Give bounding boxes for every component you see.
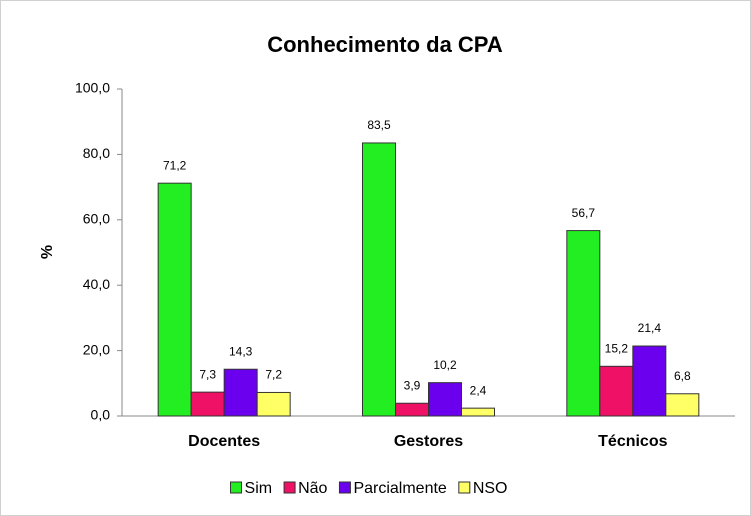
- value-label: 7,2: [265, 368, 282, 382]
- value-label: 3,9: [404, 378, 421, 392]
- value-label: 14,3: [229, 344, 253, 358]
- bar: [428, 382, 462, 417]
- legend-swatch: [230, 481, 243, 494]
- value-label: 6,8: [674, 369, 691, 383]
- bar: [599, 365, 634, 417]
- value-label: 56,7: [572, 206, 596, 220]
- bar: [665, 393, 700, 417]
- legend-label: Sim: [245, 480, 273, 497]
- bar: [632, 345, 667, 417]
- bar: [461, 407, 495, 417]
- x-tick-label: Gestores: [394, 433, 463, 450]
- bar: [157, 182, 192, 417]
- legend-swatch: [283, 481, 296, 494]
- y-tick-label: 0,0: [91, 407, 111, 423]
- chart-title: Conhecimento da CPA: [267, 32, 503, 57]
- bar: [190, 391, 225, 417]
- legend-label: Não: [298, 480, 327, 497]
- y-tick-label: 40,0: [83, 276, 110, 292]
- value-label: 10,2: [433, 358, 457, 372]
- legend-label: Parcialmente: [353, 480, 446, 497]
- value-label: 15,2: [605, 341, 629, 355]
- y-tick-label: 60,0: [83, 211, 110, 227]
- x-tick-label: Docentes: [188, 433, 260, 450]
- bar: [566, 230, 601, 417]
- value-label: 2,4: [470, 383, 487, 397]
- x-tick-label: Técnicos: [598, 433, 667, 450]
- legend-swatch: [458, 481, 471, 494]
- legend-swatch: [338, 481, 351, 494]
- value-label: 83,5: [367, 118, 391, 132]
- y-axis-label: %: [39, 245, 56, 259]
- y-tick-label: 100,0: [75, 80, 110, 96]
- value-label: 7,3: [199, 367, 216, 381]
- value-label: 21,4: [638, 321, 662, 335]
- bar: [362, 142, 396, 417]
- bar: [223, 368, 258, 417]
- legend-label: NSO: [473, 480, 508, 497]
- bar: [256, 391, 291, 417]
- y-tick-label: 80,0: [83, 145, 110, 161]
- y-tick-label: 20,0: [83, 341, 110, 357]
- bar: [395, 402, 429, 417]
- value-label: 71,2: [163, 158, 187, 172]
